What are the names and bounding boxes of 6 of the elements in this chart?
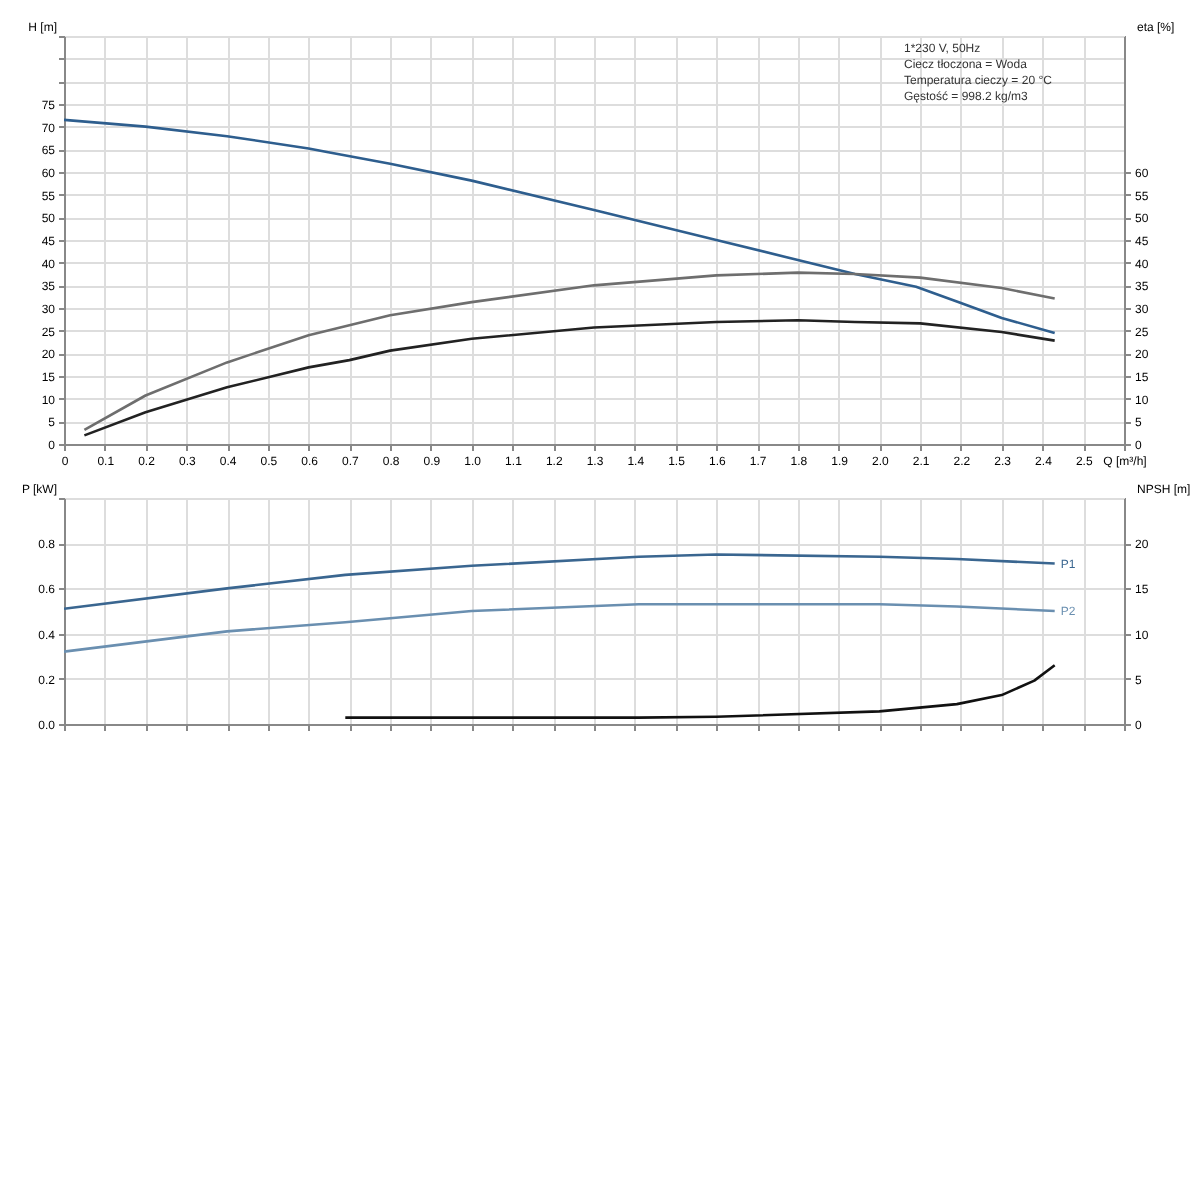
line-series <box>64 602 1056 653</box>
line-series <box>64 118 1056 335</box>
line-series <box>83 318 1056 437</box>
line-series <box>344 663 1056 719</box>
line-series <box>64 553 1056 611</box>
line-series <box>83 271 1056 432</box>
